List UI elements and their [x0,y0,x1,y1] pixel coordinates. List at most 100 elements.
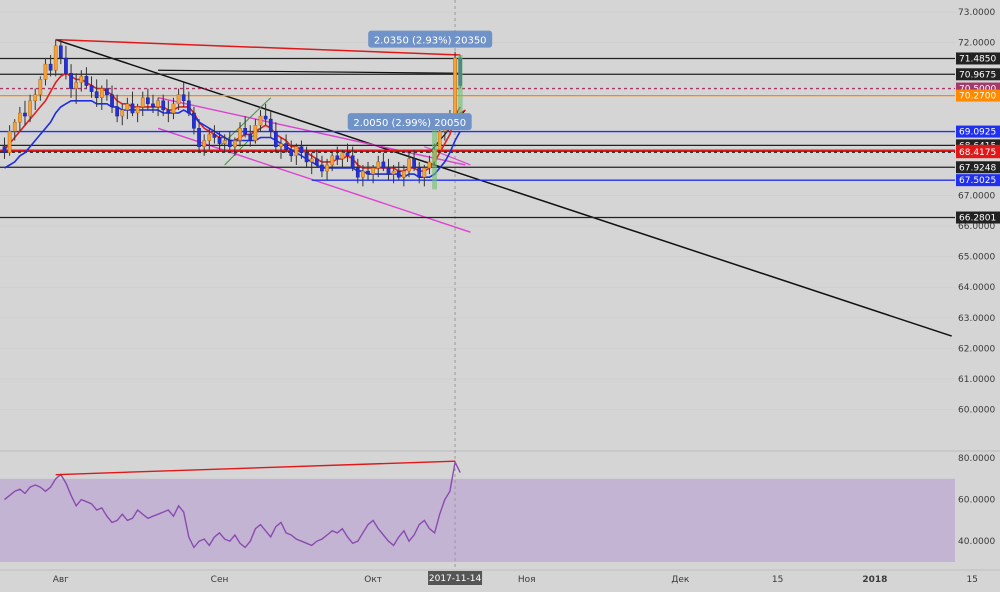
candle-body [23,112,27,117]
candle-body [335,155,340,160]
candle [64,45,68,80]
candle [279,137,283,159]
level-tag-label: 71.4850 [959,54,996,64]
candle-body [18,112,22,123]
candle [99,85,104,110]
candle [422,164,427,187]
candle [197,119,201,153]
candle [212,125,217,144]
candle-body [33,94,38,102]
candle-body [7,131,12,153]
candle-body [386,167,391,175]
candle-body [376,161,381,169]
x-tick-label: Ноя [518,575,536,585]
candle-body [48,63,53,71]
candle-body [258,115,263,126]
level-tag [956,125,1000,138]
candle-body [299,146,304,153]
candle [84,67,89,89]
x-tick-label: Дек [671,575,690,585]
candle-body [233,140,237,147]
candle-body [437,131,442,150]
candle-body [391,170,396,175]
candle [94,79,99,107]
candle-body [74,82,79,89]
current-date-tag [428,571,483,585]
candle-body [207,134,212,141]
candle-body [125,103,130,111]
candle [217,131,222,150]
range-highlight [457,54,463,117]
candle [115,94,119,123]
candle [274,122,278,153]
x-tick-label: 2018 [862,575,887,585]
candle [299,140,304,159]
candle-body [320,164,324,172]
candle-body [350,155,355,169]
candle [28,94,32,123]
candle-body [422,167,427,178]
candle [366,161,370,181]
candle-body [140,97,145,108]
candle-body [345,152,350,157]
candle [402,164,406,187]
candle-body [43,63,48,80]
candle-body [361,170,365,178]
candle-body [268,118,273,132]
level-tag [956,68,1000,81]
candle-body [130,103,135,114]
level-tag [956,161,1000,174]
candle-body [176,94,181,105]
candle [58,39,63,65]
candle [238,122,242,147]
trendline-upper[interactable] [158,69,461,74]
candle [248,125,253,147]
candle [38,76,43,101]
candle [48,54,53,77]
candle [386,158,391,181]
level-tag [956,89,1000,102]
candle-body [171,103,176,114]
candle-body [186,100,191,114]
candle-body [314,158,319,166]
candle-body [2,146,7,153]
candle [125,97,130,120]
candle [304,146,309,169]
y-tick-label: 73.0000 [958,8,995,18]
trendline-resistance[interactable] [55,38,461,56]
candle-body [146,97,150,105]
candle [325,158,329,181]
candle [43,58,48,86]
candle-body [166,109,171,114]
candle-body [181,94,186,102]
candle-body [151,103,155,108]
candle [350,146,355,172]
candle-body [227,140,232,147]
candle-body [212,134,217,138]
candle-body [197,128,201,147]
candle-body [217,137,222,144]
candle-body [69,73,73,89]
level-tag [956,52,1000,65]
candle [161,94,166,117]
candle-body [309,158,314,163]
candle-body [79,76,84,83]
measure-box[interactable] [347,113,472,131]
rsi-tick-label: 80.0000 [958,454,995,464]
rsi-divergence-line[interactable] [55,460,456,476]
candle [233,137,237,156]
level-tag-label: 67.5025 [959,176,996,186]
candle-body [238,128,242,141]
candle [176,88,181,110]
measure-box[interactable] [368,30,493,48]
candle [253,119,258,144]
candle [53,39,58,77]
level-tag [956,211,1000,224]
y-tick-label: 61.0000 [958,375,995,385]
candle [192,106,196,135]
candle-body [453,57,457,117]
candle-body [89,85,94,92]
x-tick-label: Авг [53,575,69,585]
candle [2,137,7,159]
